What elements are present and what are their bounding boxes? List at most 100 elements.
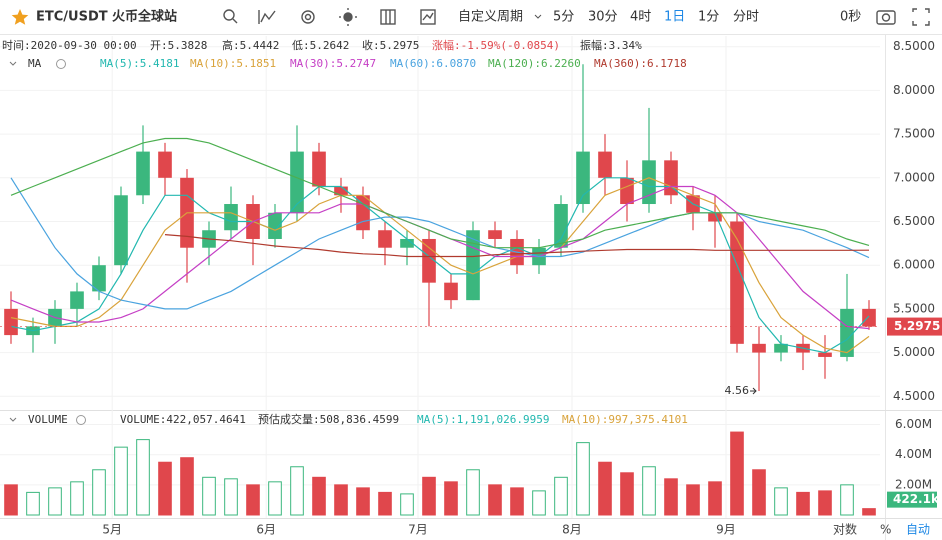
screenshot-icon[interactable] <box>876 10 896 25</box>
theme-icon[interactable] <box>343 12 353 22</box>
volume-bar <box>752 469 766 516</box>
candle-body <box>818 352 832 357</box>
candle-body <box>554 204 568 248</box>
toolbar-icons <box>223 8 930 26</box>
period-button[interactable]: 分时 <box>733 10 759 25</box>
fullscreen-icon[interactable] <box>912 8 917 12</box>
candle-body <box>840 308 854 357</box>
y-tick-label: 7.5000 <box>893 127 935 141</box>
volume-bar <box>532 490 546 516</box>
info-item: 涨幅:-1.59%(-0.0854) <box>432 39 560 52</box>
ma-line <box>10 177 870 354</box>
collapse-icon[interactable] <box>9 417 17 422</box>
volume-bar <box>840 484 854 516</box>
ma-legend-item: MA(60):6.0870 <box>390 57 476 70</box>
y-tick-label: 4.5000 <box>893 389 935 403</box>
countdown: 0秒 <box>840 10 861 25</box>
ma-settings-icon[interactable] <box>56 59 66 69</box>
settings-icon[interactable] <box>301 10 315 24</box>
volume-bar <box>378 491 392 516</box>
candle-body <box>70 291 84 309</box>
ma-legend-item: MA(360):6.1718 <box>594 57 687 70</box>
info-item: 开:5.3828 <box>150 39 207 52</box>
candle-body <box>158 151 172 178</box>
candle-body <box>334 186 348 196</box>
volume-bar <box>774 487 788 516</box>
symbol[interactable]: ETC/USDT <box>36 10 108 25</box>
ma-legend-item: MA(10):5.1851 <box>190 57 276 70</box>
volume-bar <box>26 491 40 516</box>
ma-legend-item: MA(5):5.4181 <box>100 57 179 70</box>
y-tick-label: 8.5000 <box>893 39 935 53</box>
volume-bar <box>136 439 150 516</box>
volume-bar <box>246 484 260 516</box>
candle-body <box>488 230 502 239</box>
collapse-icon[interactable] <box>9 61 17 66</box>
period-button[interactable]: 1分 <box>698 10 719 25</box>
search-icon[interactable] <box>223 9 235 21</box>
volume-bar <box>268 481 282 516</box>
volume-bar <box>4 484 18 516</box>
low-arrowhead <box>752 387 757 395</box>
auto-toggle[interactable]: 自动 <box>906 523 930 537</box>
volume-label: VOLUME <box>28 413 68 426</box>
volume-bar <box>92 469 106 516</box>
volume-bar <box>290 466 304 516</box>
volume-bar <box>510 487 524 516</box>
exchange: 火币全球站 <box>112 9 177 25</box>
toolbar <box>0 0 942 34</box>
candle-body <box>312 151 326 187</box>
volume-bar <box>180 457 194 516</box>
favorite-star[interactable] <box>11 9 29 25</box>
ma-legend-item: MA(120):6.2260 <box>488 57 581 70</box>
volume-bar <box>488 484 502 516</box>
candle-body <box>378 230 392 248</box>
volume-legend-item: VOLUME:422,057.4641 <box>120 413 246 426</box>
volume-bar <box>730 431 744 516</box>
ma-line <box>164 234 870 258</box>
candle-body <box>224 204 238 231</box>
volume-bar <box>202 476 216 516</box>
last-price-tag <box>887 317 942 336</box>
candle-body <box>290 151 304 213</box>
layout-icon[interactable] <box>380 9 396 25</box>
x-tick-label: 6月 <box>256 523 276 537</box>
period-button[interactable]: 5分 <box>553 10 574 25</box>
candle-body <box>466 230 480 301</box>
last-price-label: 5.2975 <box>894 319 940 333</box>
ma-label: MA <box>28 57 42 70</box>
volume-settings-icon[interactable] <box>76 415 86 425</box>
volume-bar <box>554 476 568 516</box>
volume-bar <box>70 481 84 516</box>
volume-legend-item: 预估成交量:508,836.4599 <box>258 412 399 426</box>
info-item: 低:5.2642 <box>292 39 349 52</box>
volume-tick-label: 2.00M <box>895 477 932 491</box>
y-tick-label: 7.0000 <box>893 170 935 184</box>
volume-bar <box>642 466 656 516</box>
draw-icon[interactable] <box>420 9 436 25</box>
percent-toggle[interactable]: % <box>880 523 891 537</box>
ma-line <box>10 137 870 249</box>
ma-legend-item: MA(30):5.2747 <box>290 57 376 70</box>
period-button[interactable]: 30分 <box>588 10 618 25</box>
volume-bar <box>708 481 722 516</box>
info-item: 收:5.2975 <box>362 38 419 52</box>
volume-bar <box>862 508 876 516</box>
candle-body <box>136 151 150 196</box>
info-item: 振幅:3.34% <box>580 38 642 52</box>
candle-body <box>752 343 766 353</box>
period-button[interactable]: 1日 <box>664 10 685 25</box>
candle-body <box>598 151 612 178</box>
candle-body <box>642 160 656 205</box>
volume-bar <box>598 461 612 516</box>
volume-bar <box>334 484 348 516</box>
volume-bar <box>422 476 436 516</box>
info-item: 高:5.4442 <box>222 38 279 52</box>
volume-bar <box>224 478 238 516</box>
log-toggle[interactable]: 对数 <box>833 522 857 537</box>
period-menu[interactable]: 自定义周期 <box>458 10 523 25</box>
volume-bar <box>466 469 480 516</box>
period-button[interactable]: 4时 <box>630 10 651 25</box>
candle-body <box>114 195 128 266</box>
